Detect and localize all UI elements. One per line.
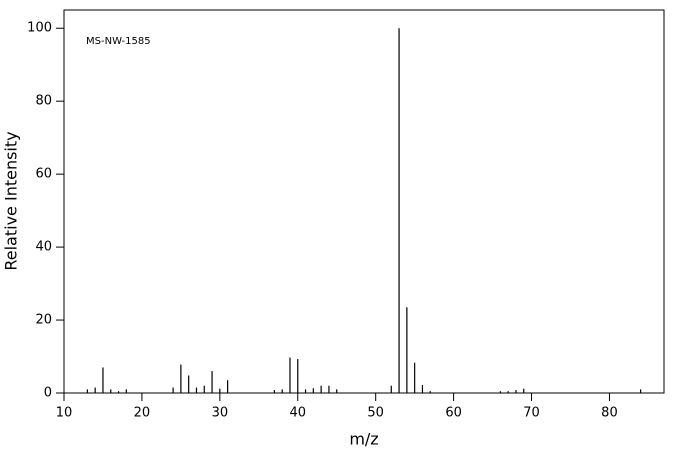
y-tick-label: 0 xyxy=(44,386,52,401)
x-tick-label: 30 xyxy=(212,406,229,421)
y-tick-label: 20 xyxy=(35,313,52,328)
x-axis-label: m/z xyxy=(349,430,378,449)
annotation: MS-NW-1585 xyxy=(86,36,151,47)
x-tick-label: 80 xyxy=(601,406,618,421)
y-tick-label: 40 xyxy=(35,240,52,255)
y-tick-label: 80 xyxy=(35,94,52,109)
x-tick-label: 40 xyxy=(289,406,306,421)
x-tick-label: 70 xyxy=(523,406,540,421)
y-axis-label: Relative Intensity xyxy=(2,131,21,270)
x-tick-label: 10 xyxy=(56,406,73,421)
x-tick-label: 50 xyxy=(367,406,384,421)
x-tick-label: 20 xyxy=(134,406,151,421)
y-tick-label: 60 xyxy=(35,167,52,182)
plot-frame xyxy=(63,9,665,394)
y-tick-label: 100 xyxy=(27,21,52,36)
x-tick-label: 60 xyxy=(445,406,462,421)
